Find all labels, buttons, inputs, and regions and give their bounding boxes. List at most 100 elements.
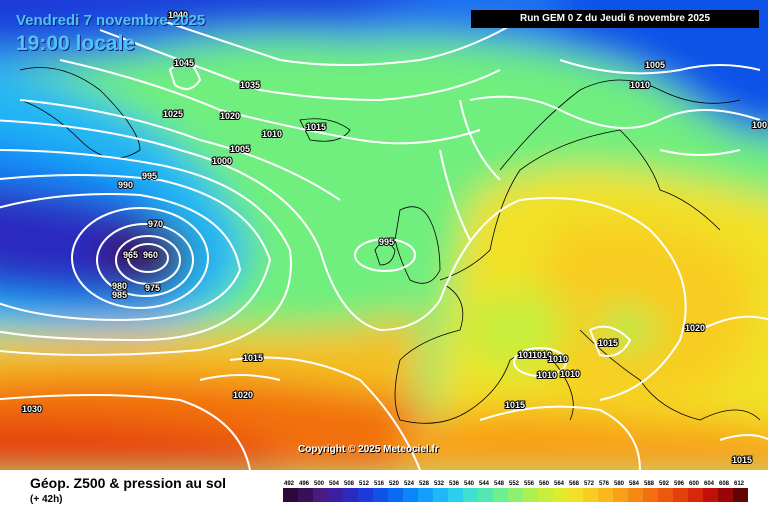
scale-label: 536 bbox=[449, 481, 460, 487]
scale-label: 500 bbox=[314, 481, 325, 487]
scale-swatch bbox=[373, 488, 388, 502]
scale-swatch bbox=[298, 488, 313, 502]
isobar-label: 1010 bbox=[548, 354, 568, 364]
scale-label: 548 bbox=[494, 481, 505, 487]
scale-label: 592 bbox=[659, 481, 670, 487]
scale-swatch bbox=[343, 488, 358, 502]
isobar-label: 1000 bbox=[212, 156, 232, 166]
scale-swatch bbox=[478, 488, 493, 502]
scale-label: 520 bbox=[389, 481, 400, 487]
scale-swatch bbox=[718, 488, 733, 502]
scale-label: 560 bbox=[539, 481, 550, 487]
scale-swatch bbox=[418, 488, 433, 502]
scale-swatch bbox=[538, 488, 553, 502]
scale-swatch bbox=[463, 488, 478, 502]
scale-swatch bbox=[673, 488, 688, 502]
scale-swatch bbox=[703, 488, 718, 502]
scale-label: 516 bbox=[374, 481, 385, 487]
scale-swatch bbox=[688, 488, 703, 502]
scale-swatch bbox=[628, 488, 643, 502]
scale-label: 600 bbox=[689, 481, 700, 487]
run-info: Run GEM 0 Z du Jeudi 6 novembre 2025 bbox=[471, 10, 759, 28]
map-canvas: 1040 1045 1035 1025 1020 1010 1015 1005 … bbox=[0, 0, 768, 470]
scale-swatch bbox=[598, 488, 613, 502]
scale-label: 568 bbox=[569, 481, 580, 487]
isobar-label: 1015 bbox=[505, 400, 525, 410]
scale-swatch bbox=[328, 488, 343, 502]
isobar-label: 1045 bbox=[174, 58, 194, 68]
isobar-label: 1010 bbox=[518, 350, 538, 360]
isobar-label: 1010 bbox=[532, 350, 552, 360]
scale-label: 576 bbox=[599, 481, 610, 487]
isobar-label: 975 bbox=[145, 283, 160, 293]
forecast-map: 1040 1045 1035 1025 1020 1010 1015 1005 … bbox=[0, 0, 768, 470]
isobar-label: 1025 bbox=[163, 109, 183, 119]
isobar-labels: 1040 1045 1035 1025 1020 1010 1015 1005 … bbox=[21, 9, 768, 466]
scale-label: 532 bbox=[434, 481, 445, 487]
isobar-label: 1015 bbox=[732, 455, 752, 465]
scale-swatch bbox=[658, 488, 673, 502]
isobar-label: 1040 bbox=[168, 10, 188, 20]
isobar-label: 1005 bbox=[230, 144, 250, 154]
scale-label: 492 bbox=[284, 481, 295, 487]
isobar-label: 995 bbox=[379, 237, 394, 247]
isobar-label: 100 bbox=[752, 120, 767, 130]
scale-swatch bbox=[433, 488, 448, 502]
scale-swatch bbox=[643, 488, 658, 502]
scale-swatch bbox=[583, 488, 598, 502]
scale-label: 512 bbox=[359, 481, 370, 487]
isobar-label: 1035 bbox=[240, 80, 260, 90]
isobar-label: 985 bbox=[112, 290, 127, 300]
scale-label: 528 bbox=[419, 481, 430, 487]
scale-swatch bbox=[523, 488, 538, 502]
scale-swatch bbox=[613, 488, 628, 502]
copyright-notice: Copyright © 2025 Meteociel.fr bbox=[298, 444, 439, 455]
isobar-label: 1010 bbox=[630, 80, 650, 90]
geopotential-field bbox=[0, 0, 768, 470]
scale-swatch bbox=[283, 488, 298, 502]
isobar-label: 1015 bbox=[306, 122, 326, 132]
scale-label: 540 bbox=[464, 481, 475, 487]
isobar-label: 995 bbox=[142, 171, 157, 181]
legend-footer: Géop. Z500 & pression au sol (+ 42h) 492… bbox=[0, 470, 768, 512]
scale-label: 608 bbox=[719, 481, 730, 487]
scale-label: 564 bbox=[554, 481, 565, 487]
scale-swatch bbox=[358, 488, 373, 502]
isobar-label: 1020 bbox=[233, 390, 253, 400]
scale-label: 508 bbox=[344, 481, 355, 487]
scale-label: 524 bbox=[404, 481, 415, 487]
isobar-label: 1010 bbox=[262, 129, 282, 139]
lead-time: (+ 42h) bbox=[30, 494, 63, 505]
isobar-label: 1010 bbox=[560, 369, 580, 379]
scale-swatch bbox=[313, 488, 328, 502]
scale-label: 584 bbox=[629, 481, 640, 487]
scale-label: 552 bbox=[509, 481, 520, 487]
isobars bbox=[0, 19, 768, 470]
color-scale: 492 496 500 504 508 512 516 520 524 528 532 536 540 5… bbox=[283, 481, 748, 502]
scale-label: 612 bbox=[734, 481, 745, 487]
valid-time: 19:00 locale bbox=[16, 32, 136, 55]
scale-label: 556 bbox=[524, 481, 535, 487]
scale-label: 580 bbox=[614, 481, 625, 487]
scale-swatch bbox=[403, 488, 418, 502]
isobar-label: 1015 bbox=[243, 353, 263, 363]
scale-swatch bbox=[733, 488, 748, 502]
isobar-label: 1020 bbox=[220, 111, 240, 121]
scale-label: 604 bbox=[704, 481, 715, 487]
scale-label: 588 bbox=[644, 481, 655, 487]
isobar-label: 980 bbox=[112, 281, 127, 291]
isobar-label: 960 bbox=[143, 250, 158, 260]
isobar-label: 1015 bbox=[598, 338, 618, 348]
scale-label: 572 bbox=[584, 481, 595, 487]
scale-swatch bbox=[388, 488, 403, 502]
scale-swatch bbox=[568, 488, 583, 502]
scale-label: 596 bbox=[674, 481, 685, 487]
scale-swatch bbox=[493, 488, 508, 502]
product-title: Géop. Z500 & pression au sol bbox=[30, 475, 227, 491]
isobar-label: 1030 bbox=[22, 404, 42, 414]
scale-label: 504 bbox=[329, 481, 340, 487]
isobar-label: 970 bbox=[148, 219, 163, 229]
isobar-label: 990 bbox=[118, 180, 133, 190]
scale-swatch bbox=[508, 488, 523, 502]
